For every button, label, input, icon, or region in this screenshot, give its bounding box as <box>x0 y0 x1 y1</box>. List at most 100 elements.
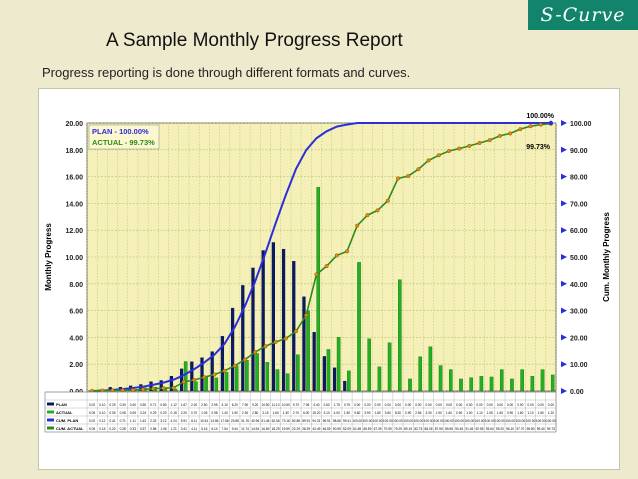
table-cell: 0.57 <box>140 427 146 431</box>
table-cell: 18.29 <box>272 427 280 431</box>
table-cell: 4.11 <box>191 427 197 431</box>
cum-actual-point <box>528 124 533 129</box>
table-cell: 0.28 <box>120 427 126 431</box>
cum-actual-line <box>92 122 551 392</box>
table-row-label: CUM. PLAN <box>56 418 78 423</box>
table-cell: 0.05 <box>89 427 95 431</box>
table-cell: 0.00 <box>364 403 370 407</box>
table-cell: 3.60 <box>385 411 391 415</box>
cum-actual-point <box>120 388 125 393</box>
table-row-marker <box>47 418 54 422</box>
table-cell: 1.12 <box>171 403 177 407</box>
table-cell: 80.19 <box>404 427 412 431</box>
slide-title: A Sample Monthly Progress Report <box>106 30 403 51</box>
table-cell: 0.02 <box>89 403 95 407</box>
table-cell: 0.12 <box>99 419 105 423</box>
table-cell: 2.95 <box>211 403 217 407</box>
table-cell: 1.20 <box>548 411 554 415</box>
actual-bar <box>265 362 270 392</box>
actual-bar <box>224 372 229 392</box>
table-cell: 61.69 <box>353 427 361 431</box>
table-cell: 11.74 <box>241 427 249 431</box>
cum-actual-point <box>171 385 176 390</box>
table-cell: 90.45 <box>455 427 463 431</box>
table-cell: 100.00 <box>546 419 556 423</box>
table-cell: 100.00 <box>536 419 546 423</box>
y2-tick-label: 60.00 <box>570 228 588 235</box>
right-axis-arrow-marker <box>561 200 567 207</box>
cum-plan-line <box>92 122 551 392</box>
table-cell: 4.10 <box>222 403 228 407</box>
table-cell: 92.55 <box>476 427 484 431</box>
y2-tick-label: 100.00 <box>570 121 592 128</box>
y-tick-label: 4.00 <box>69 335 83 342</box>
table-cell: 5.16 <box>201 427 207 431</box>
table-cell: 3.12 <box>160 419 166 423</box>
table-cell: 1.05 <box>487 411 493 415</box>
table-cell: 0.41 <box>109 419 115 423</box>
right-axis-arrow-marker <box>561 120 567 126</box>
actual-bar <box>255 353 259 392</box>
table-cell: 99.73 <box>547 427 555 431</box>
y2-tick-label: 20.00 <box>570 335 588 342</box>
table-cell: 100.00 <box>526 419 536 423</box>
table-cell: 100.00 <box>424 419 434 423</box>
table-cell: 6.14 <box>211 427 217 431</box>
actual-bar <box>489 376 494 392</box>
table-cell: 1.30 <box>283 411 289 415</box>
table-cell: 2.70 <box>293 411 299 415</box>
y-tick-label: 20.00 <box>65 121 83 128</box>
table-cell: 100.00 <box>363 419 373 423</box>
cum-actual-point <box>181 379 186 384</box>
table-cell: 52.09 <box>343 427 351 431</box>
actual-bar <box>530 376 535 392</box>
table-cell: 0.02 <box>89 419 95 423</box>
plan-bar <box>230 307 235 391</box>
table-cell: 13.56 <box>210 419 218 423</box>
y-tick-label: 10.00 <box>65 255 83 262</box>
table-cell: 0.20 <box>160 411 166 415</box>
table-cell: 0.00 <box>415 403 421 407</box>
right-axis-arrow-marker <box>561 361 567 368</box>
table-cell: 0.00 <box>425 403 431 407</box>
table-cell: 70.99 <box>384 427 392 431</box>
actual-bar <box>428 346 433 392</box>
table-cell: 93.60 <box>486 427 494 431</box>
cum-actual-point <box>141 387 146 392</box>
table-cell: 0.05 <box>89 411 95 415</box>
table-row-label: CUM. ACTUAL <box>56 426 84 431</box>
y2-tick-label: 10.00 <box>570 362 588 369</box>
table-cell: 0.05 <box>109 411 115 415</box>
table-cell: 0.86 <box>150 427 156 431</box>
actual-bar <box>459 378 463 392</box>
cum-actual-point <box>273 339 278 344</box>
plan-bar <box>241 285 245 391</box>
plan-bar <box>220 336 225 391</box>
plan-bar <box>169 375 174 391</box>
table-cell: 1.61 <box>140 419 146 423</box>
table-cell: 1.60 <box>517 411 523 415</box>
table-cell: 100.00 <box>485 419 495 423</box>
cum-actual-point <box>497 133 502 138</box>
y2-tick-label: 70.00 <box>570 201 588 208</box>
right-axis-arrow-marker <box>561 254 567 260</box>
table-cell: 1.80 <box>374 411 380 415</box>
data-table: PLAN 0.02 0.10 0.29 0.30 0.40 0.50 0.71 0.80 1.12… <box>44 391 557 433</box>
cum-actual-point <box>355 223 360 228</box>
table-cell: 0.00 <box>446 403 452 407</box>
table-cell: 0.33 <box>130 427 136 431</box>
table-row-label: PLAN <box>56 402 67 407</box>
plan-bar <box>292 261 296 391</box>
table-cell: 3.90 <box>364 411 370 415</box>
table-cell: 100.00 <box>495 419 505 423</box>
cum-actual-point <box>365 213 370 218</box>
table-cell: 23.86 <box>231 419 239 423</box>
plan-end-annotation: 100.00% <box>526 113 554 120</box>
table-cell: 7.54 <box>222 427 228 431</box>
table-cell: 0.71 <box>150 403 156 407</box>
cum-actual-point <box>161 386 166 391</box>
table-cell: 0.05 <box>130 411 136 415</box>
actual-bar <box>377 366 382 392</box>
right-axis-arrow-marker <box>561 388 567 394</box>
table-cell: 6.00 <box>303 411 309 415</box>
